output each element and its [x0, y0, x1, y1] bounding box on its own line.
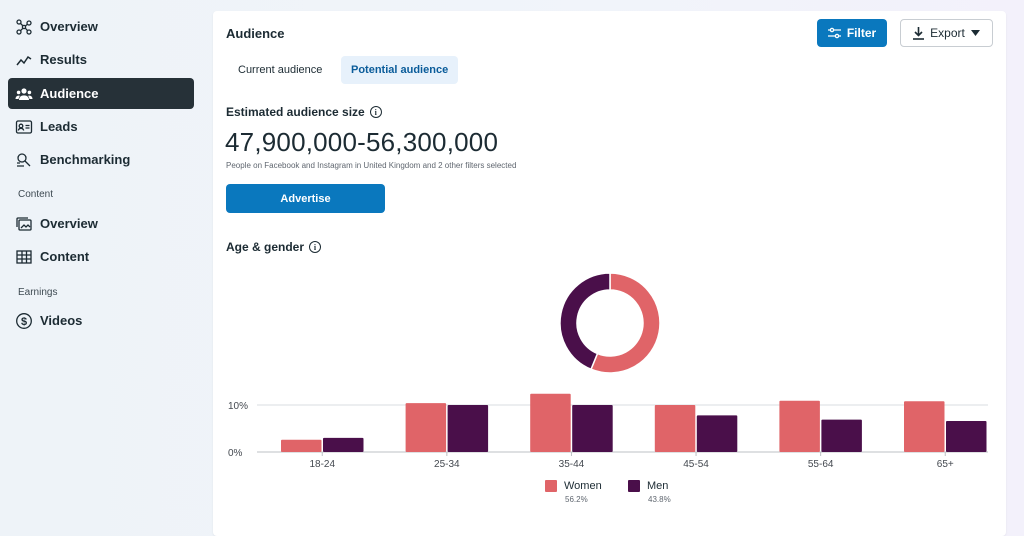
- bar-men-18-24: [323, 437, 364, 452]
- estimated-size-heading: Estimated audience size i: [226, 105, 382, 119]
- x-tick-label: 45-54: [683, 459, 709, 470]
- sidebar-item-leads[interactable]: Leads: [8, 111, 194, 142]
- contact-card-icon: [15, 118, 33, 136]
- advertise-button[interactable]: Advertise: [226, 184, 385, 213]
- age-gender-heading: Age & gender i: [226, 240, 322, 254]
- age-gender-label: Age & gender: [226, 240, 305, 254]
- audience-size-value: 47,900,000-56,300,000: [225, 127, 499, 157]
- sidebar-item-videos[interactable]: $ Videos: [8, 305, 194, 336]
- legend-women-swatch: [545, 480, 557, 492]
- age-gender-bar-chart: 10% 0% 18-24 25-34 35-44 45-54 55-64 65+: [228, 393, 988, 470]
- network-icon: [15, 18, 33, 36]
- sidebar-item-label: Overview: [40, 19, 98, 34]
- filter-button-label: Filter: [846, 26, 877, 40]
- search-chart-icon: [15, 151, 33, 169]
- sidebar-item-overview[interactable]: Overview: [8, 11, 194, 42]
- sidebar-item-benchmarking[interactable]: Benchmarking: [8, 144, 194, 175]
- legend-women-percent: 56.2%: [565, 495, 588, 504]
- bar-men-55-64: [821, 419, 862, 452]
- gender-donut-chart: [559, 272, 661, 374]
- bar-men-45-54: [696, 415, 738, 452]
- bar-women-18-24: [281, 439, 322, 452]
- info-icon[interactable]: i: [309, 241, 322, 253]
- sidebar-item-content-overview[interactable]: Overview: [8, 208, 194, 239]
- filter-button[interactable]: Filter: [817, 19, 887, 47]
- sidebar-item-label: Results: [40, 52, 87, 67]
- x-tick-label: 65+: [937, 459, 954, 470]
- legend-men: Men 43.8%: [628, 480, 671, 504]
- photo-stack-icon: [15, 215, 33, 233]
- legend-men-swatch: [628, 480, 640, 492]
- estimated-size-label: Estimated audience size: [226, 105, 365, 119]
- sidebar-item-audience[interactable]: Audience: [8, 78, 194, 109]
- bar-women-35-44: [530, 393, 571, 452]
- bar-men-65+: [946, 420, 987, 452]
- download-icon: [913, 26, 925, 40]
- bar-men-25-34: [447, 405, 489, 452]
- tab-potential-audience[interactable]: Potential audience: [341, 56, 459, 84]
- x-tick-label: 35-44: [559, 459, 585, 470]
- sidebar-item-label: Videos: [40, 313, 83, 328]
- export-button[interactable]: Export: [900, 19, 993, 47]
- y-tick-label: 0%: [228, 448, 243, 459]
- x-tick-label: 25-34: [434, 459, 460, 470]
- sliders-icon: [827, 27, 841, 39]
- audience-size-description: People on Facebook and Instagram in Unit…: [226, 161, 517, 170]
- sidebar-section-content: Content: [18, 189, 54, 200]
- y-tick-label: 10%: [228, 401, 248, 412]
- trend-line-icon: [15, 51, 33, 69]
- table-icon: [15, 248, 33, 266]
- dollar-circle-icon: $: [15, 312, 33, 330]
- sidebar-section-earnings: Earnings: [18, 287, 58, 298]
- bar-women-25-34: [405, 403, 447, 452]
- sidebar-item-label: Benchmarking: [40, 152, 131, 167]
- legend-men-percent: 43.8%: [648, 495, 671, 504]
- audience-panel: Audience Filter Export Current audience …: [213, 11, 1006, 536]
- x-tick-label: 18-24: [309, 459, 335, 470]
- people-icon: [15, 85, 33, 103]
- x-tick-label: 55-64: [808, 459, 834, 470]
- donut-slice-men: [559, 272, 611, 371]
- legend-men-label: Men: [647, 480, 669, 492]
- sidebar: Overview Results Audience Leads Benchmar…: [0, 0, 205, 536]
- bar-women-45-54: [654, 405, 696, 452]
- sidebar-item-results[interactable]: Results: [8, 44, 194, 75]
- bar-women-55-64: [779, 400, 820, 452]
- bar-men-35-44: [572, 405, 613, 452]
- info-icon[interactable]: i: [369, 106, 382, 118]
- sidebar-item-label: Leads: [40, 119, 78, 134]
- bar-women-65+: [904, 401, 945, 452]
- sidebar-item-label: Audience: [40, 86, 99, 101]
- page-title: Audience: [226, 26, 285, 41]
- sidebar-item-label: Overview: [40, 216, 98, 231]
- donut-slice-women: [590, 272, 661, 374]
- export-button-label: Export: [930, 26, 965, 40]
- sidebar-item-label: Content: [40, 249, 90, 264]
- legend-women: Women 56.2%: [545, 480, 602, 504]
- sidebar-item-content[interactable]: Content: [8, 241, 194, 272]
- tab-current-audience[interactable]: Current audience: [238, 64, 323, 76]
- svg-text:$: $: [21, 316, 27, 328]
- caret-down-icon: [970, 30, 980, 36]
- legend-women-label: Women: [564, 480, 602, 492]
